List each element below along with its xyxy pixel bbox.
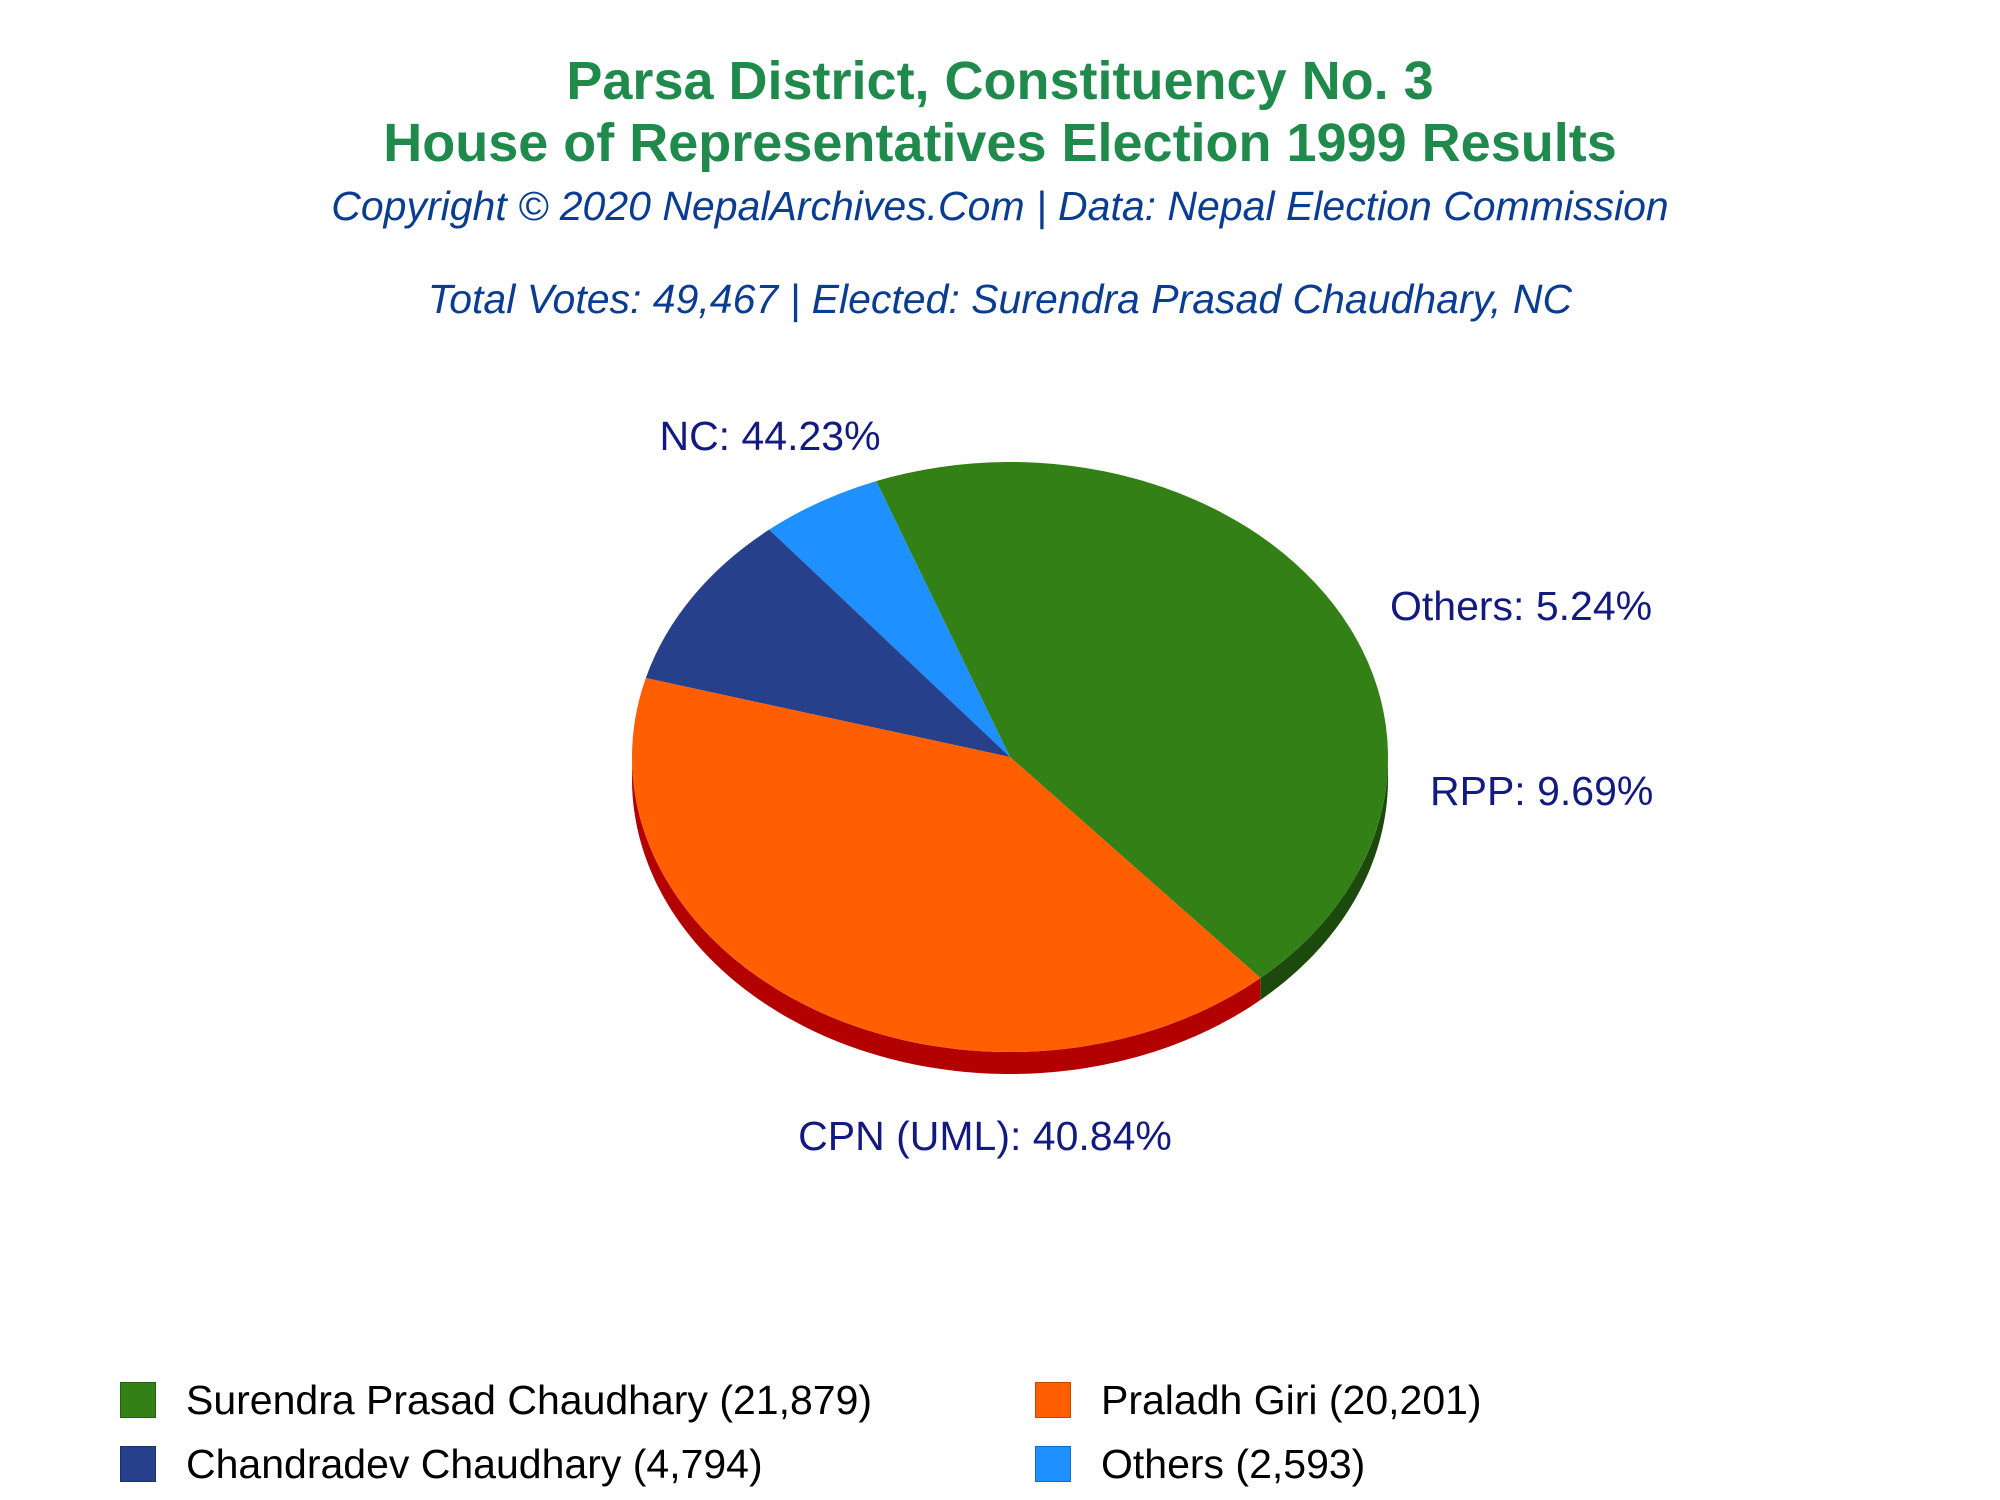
- slice-label-cpn-uml: CPN (UML): 40.84%: [798, 1113, 1172, 1159]
- legend-item: Praladh Giri (20,201): [1035, 1370, 1482, 1430]
- legend-label: Surendra Prasad Chaudhary (21,879): [186, 1376, 873, 1423]
- pie-slice-others: [769, 481, 1010, 757]
- legend-swatch: [120, 1382, 156, 1418]
- legend-swatch: [120, 1446, 156, 1482]
- chart-title-line-2: House of Representatives Election 1999 R…: [383, 113, 1617, 173]
- legend-label: Others (2,593): [1101, 1440, 1366, 1487]
- legend-item: Others (2,593): [1035, 1434, 1365, 1494]
- pie-slices-group: [632, 462, 1388, 1052]
- chart-title-line-1: Parsa District, Constituency No. 3: [566, 51, 1434, 111]
- pie-side-nc: [1260, 759, 1388, 1000]
- chart-title: Parsa District, Constituency No. 3 House…: [0, 50, 2000, 174]
- legend-label: Chandradev Chaudhary (4,794): [186, 1440, 763, 1487]
- legend-item: Surendra Prasad Chaudhary (21,879): [120, 1370, 872, 1430]
- pie-labels-group: NC: 44.23% Others: 5.24% RPP: 9.69% CPN (UM…: [659, 413, 1653, 1159]
- election-summary: Total Votes: 49,467 | Elected: Surendra …: [427, 276, 1573, 322]
- legend-swatch: [1035, 1382, 1071, 1418]
- slice-label-nc: NC: 44.23%: [659, 413, 880, 459]
- pie-slice-nc: [876, 462, 1388, 978]
- pie-slice-rpp: [645, 529, 1010, 757]
- copyright-subtitle: Copyright © 2020 NepalArchives.Com | Dat…: [331, 183, 1669, 229]
- legend-label: Praladh Giri (20,201): [1101, 1376, 1482, 1423]
- pie-slice-cpn-uml: [632, 678, 1261, 1052]
- legend-swatch: [1035, 1446, 1071, 1482]
- legend-item: Chandradev Chaudhary (4,794): [120, 1434, 763, 1494]
- slice-label-others: Others: 5.24%: [1390, 583, 1652, 629]
- slice-label-rpp: RPP: 9.69%: [1430, 768, 1653, 814]
- pie-depth-group: [632, 759, 1388, 1074]
